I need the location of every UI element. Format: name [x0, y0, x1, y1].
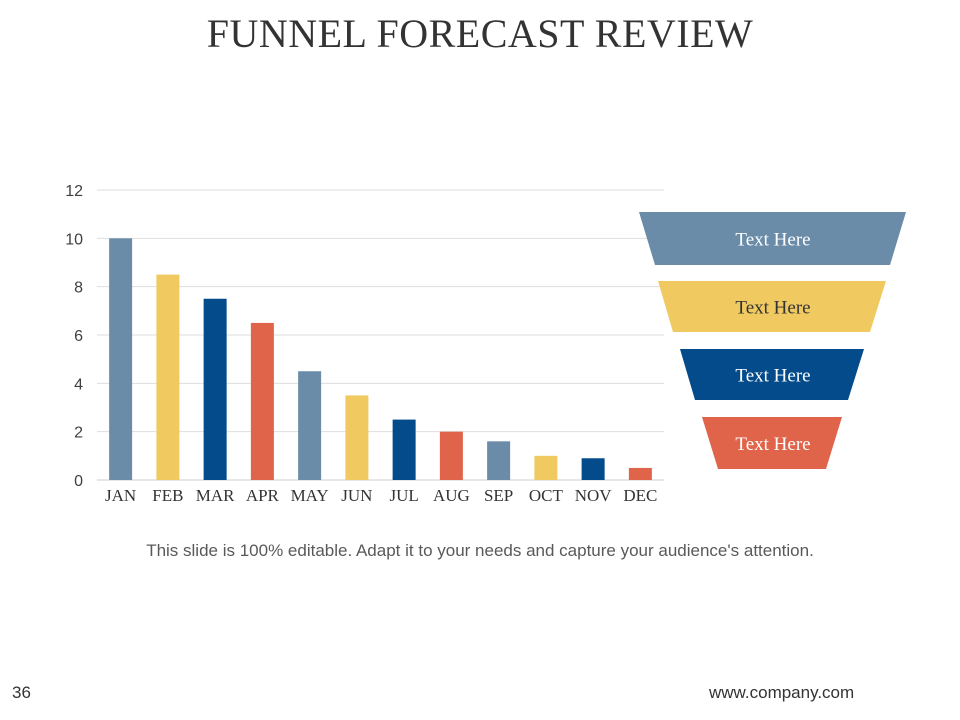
- y-tick-label: 6: [74, 328, 83, 345]
- x-tick-label: JUN: [341, 486, 372, 505]
- bar-dec: [628, 467, 652, 480]
- page-number: 36: [12, 683, 31, 702]
- x-tick-label: FEB: [152, 486, 183, 505]
- x-tick-label: OCT: [529, 486, 564, 505]
- funnel-level-2: [658, 281, 886, 332]
- bar-feb: [156, 274, 180, 480]
- bar-may: [298, 371, 322, 480]
- funnel-level-label: Text Here: [735, 366, 810, 387]
- funnel-level-label: Text Here: [735, 434, 810, 455]
- x-tick-label: JAN: [105, 486, 136, 505]
- x-tick-label: DEC: [623, 486, 657, 505]
- bar-jul: [392, 419, 416, 480]
- x-tick-label: JUL: [389, 486, 418, 505]
- y-axis-ticks: 0 2 4 6 8 10 12: [65, 183, 83, 490]
- funnel-level-3: [680, 349, 864, 400]
- x-tick-label: APR: [246, 486, 280, 505]
- bar-mar: [203, 298, 227, 480]
- chart-gridlines: [97, 189, 664, 481]
- bar-jan: [109, 238, 133, 480]
- x-tick-label: MAY: [291, 486, 329, 505]
- y-tick-label: 4: [74, 376, 83, 393]
- x-tick-label: NOV: [575, 486, 613, 505]
- funnel-level-label: Text Here: [735, 298, 810, 319]
- y-tick-label: 10: [65, 231, 83, 248]
- slide-title: FUNNEL FORECAST REVIEW: [206, 11, 754, 56]
- x-tick-label: AUG: [433, 486, 470, 505]
- bar-nov: [581, 458, 605, 480]
- bar-apr: [250, 322, 274, 480]
- bar-sep: [487, 441, 511, 480]
- y-tick-label: 2: [74, 425, 83, 442]
- bar-jun: [345, 395, 369, 480]
- funnel-level-4: [702, 417, 842, 469]
- y-tick-label: 8: [74, 280, 83, 297]
- chart-bars: [109, 238, 652, 480]
- x-axis-ticks: JAN FEB MAR APR MAY JUN JUL AUG SEP OCT NOV DEC: [105, 486, 657, 505]
- y-tick-label: 0: [74, 473, 83, 490]
- x-tick-label: SEP: [484, 486, 513, 505]
- x-tick-label: MAR: [196, 486, 235, 505]
- bar-aug: [439, 431, 463, 480]
- website-url: www.company.com: [709, 683, 855, 702]
- y-tick-label: 12: [65, 183, 83, 200]
- funnel-level-label: Text Here: [735, 230, 810, 251]
- bar-oct: [534, 455, 558, 480]
- slide-caption: This slide is 100% editable. Adapt it to…: [146, 541, 814, 560]
- funnel-level-1: [639, 212, 906, 265]
- funnel-diagram: Text Here Text Here Text Here Text Here: [639, 212, 906, 469]
